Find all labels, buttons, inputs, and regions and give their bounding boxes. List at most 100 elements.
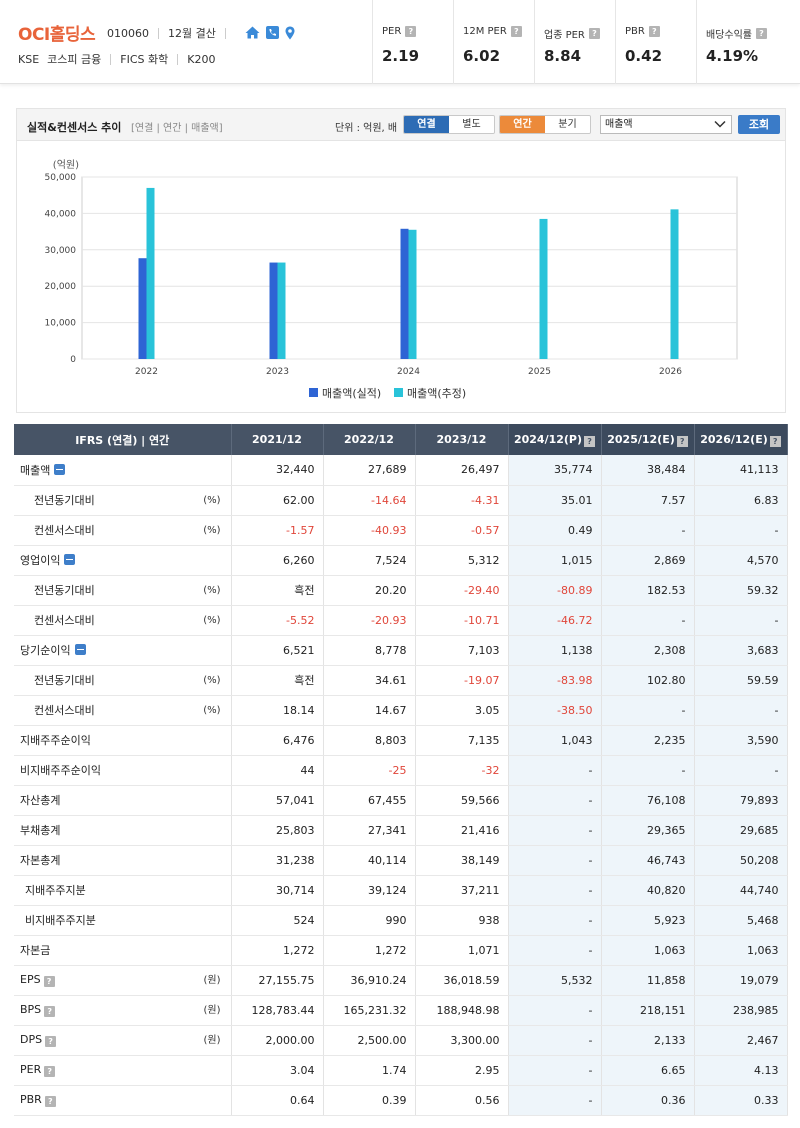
- row-label-cell: 컨센서스대비 (%): [14, 515, 232, 546]
- table-cell: -: [694, 695, 788, 726]
- table-cell: 39,124: [323, 875, 416, 906]
- table-row: 전년동기대비 (%) 62.00 -14.64 -4.31 35.01 7.57 6.83: [14, 485, 788, 516]
- row-label-cell[interactable]: 영업이익: [14, 545, 232, 576]
- row-label-cell: DPS? (원): [14, 1025, 232, 1056]
- table-row: 컨센서스대비 (%) -5.52 -20.93 -10.71 -46.72- -: [14, 605, 788, 636]
- table-cell: -: [508, 1025, 602, 1056]
- help-icon[interactable]: ?: [510, 26, 522, 37]
- metric-select[interactable]: 매출액: [600, 115, 732, 134]
- collapse-icon[interactable]: [54, 463, 66, 475]
- table-cell: 0.39: [323, 1085, 416, 1116]
- phone-icon[interactable]: [265, 26, 279, 39]
- table-cell: -46.72: [508, 605, 602, 636]
- help-icon[interactable]: ?: [44, 1006, 56, 1017]
- help-icon[interactable]: ?: [676, 435, 688, 447]
- table-cell: 6,476: [231, 725, 324, 756]
- quarterly-button[interactable]: 분기: [545, 116, 590, 133]
- table-cell: 6.65: [601, 1055, 695, 1086]
- table-cell: -5.52: [231, 605, 324, 636]
- help-icon[interactable]: ?: [756, 28, 767, 39]
- table-row: 매출액 32,440 27,689 26,497 35,774 38,484 41,113: [14, 455, 788, 486]
- collapse-icon[interactable]: [64, 554, 76, 565]
- row-label-cell: 지배주주지분: [14, 875, 232, 906]
- bar-estimate: [408, 229, 417, 359]
- location-icon[interactable]: [285, 26, 295, 40]
- legend-swatch: [394, 388, 403, 397]
- collapse-icon[interactable]: [74, 644, 86, 655]
- row-label-cell[interactable]: 당기순이익: [14, 635, 232, 666]
- search-button[interactable]: 조회: [738, 115, 780, 134]
- table-cell: 0.33: [694, 1085, 788, 1116]
- table-cell: 2,869: [601, 545, 695, 576]
- help-icon[interactable]: ?: [43, 976, 55, 987]
- table-cell: 25,803: [231, 815, 324, 846]
- divider: [158, 27, 159, 39]
- table-cell: 35,774: [508, 455, 602, 486]
- table-cell: 59.32: [694, 575, 788, 606]
- table-row: 당기순이익 6,521 8,778 7,103 1,138 2,308 3,683: [14, 635, 788, 666]
- market-sector: 코스피 금융: [47, 53, 102, 66]
- company-name[interactable]: OCI홀딩스: [18, 25, 96, 45]
- row-unit: (%): [203, 524, 221, 536]
- table-cell: -: [694, 515, 788, 546]
- table-cell: -: [601, 755, 695, 786]
- table-cell: 0.49: [508, 515, 602, 546]
- table-cell: -20.93: [323, 605, 416, 636]
- table-cell: -: [601, 605, 695, 636]
- row-label-cell: PBR?: [14, 1085, 232, 1116]
- row-label-cell[interactable]: 매출액: [14, 455, 232, 486]
- table-cell: -: [601, 515, 695, 546]
- help-icon[interactable]: ?: [769, 435, 781, 447]
- kpi-value: 8.84: [544, 47, 582, 65]
- table-row: 비지배주주지분 524 990 938-5,923 5,468: [14, 905, 788, 936]
- table-cell: 524: [231, 905, 324, 936]
- table-cell: 79,893: [694, 785, 788, 816]
- table-cell: 31,238: [231, 845, 324, 876]
- table-cell: 57,041: [231, 785, 324, 816]
- table-cell: 40,820: [601, 875, 695, 906]
- table-cell: 6,521: [231, 635, 324, 666]
- table-cell: 3,683: [694, 635, 788, 666]
- table-cell: -80.89: [508, 575, 602, 606]
- table-cell: 7,135: [415, 725, 509, 756]
- panel-subtitle: [연결 | 연간 | 매출액]: [131, 123, 223, 134]
- help-icon[interactable]: ?: [44, 1096, 56, 1107]
- table-cell: 4.13: [694, 1055, 788, 1086]
- help-icon[interactable]: ?: [45, 1036, 57, 1047]
- help-icon[interactable]: ?: [584, 435, 596, 447]
- consolidated-button[interactable]: 연결: [404, 116, 449, 133]
- table-cell: 29,685: [694, 815, 788, 846]
- y-tick-label: 40,000: [45, 209, 77, 219]
- help-icon[interactable]: ?: [648, 26, 660, 37]
- table-cell: 2,500.00: [323, 1025, 416, 1056]
- y-tick-label: 50,000: [45, 173, 77, 183]
- bar-estimate: [670, 209, 679, 359]
- table-cell: 3.04: [231, 1055, 324, 1086]
- separate-button[interactable]: 별도: [449, 116, 494, 133]
- table-cell: 5,923: [601, 905, 695, 936]
- bar-actual: [269, 262, 278, 359]
- stock-header: OCI홀딩스 010060 12월 결산 KSE 코스피 금융 FICS 화학 …: [0, 0, 800, 84]
- table-cell: 19,079: [694, 965, 788, 996]
- kpi-value: 0.42: [625, 47, 663, 65]
- row-label: 매출액: [20, 463, 51, 477]
- table-cell: 1,063: [694, 935, 788, 966]
- annual-button[interactable]: 연간: [500, 116, 545, 133]
- help-icon[interactable]: ?: [44, 1066, 56, 1077]
- table-row: 전년동기대비 (%) 흑전 34.61 -19.07 -83.98 102.80 59.59: [14, 665, 788, 696]
- table-cell: 5,468: [694, 905, 788, 936]
- index-membership: K200: [187, 52, 216, 66]
- table-cell: 165,231.32: [323, 995, 416, 1026]
- help-icon[interactable]: ?: [588, 28, 600, 39]
- table-cell: 1,071: [415, 935, 509, 966]
- kpi-label: 12M PER: [463, 26, 507, 37]
- table-cell: 7,524: [323, 545, 416, 576]
- consensus-panel: 실적&컨센서스 추이 [연결 | 연간 | 매출액] 단위 : 억원, 배 연결…: [16, 108, 786, 413]
- table-cell: -: [508, 905, 602, 936]
- table-row: 지배주주지분 30,714 39,124 37,211-40,820 44,740: [14, 875, 788, 906]
- home-icon[interactable]: [245, 26, 260, 39]
- help-icon[interactable]: ?: [405, 26, 417, 37]
- table-header: IFRS (연결) | 연간 2021/12 2022/12 2023/12 2024/…: [14, 424, 788, 455]
- row-label: 전년동기대비: [34, 584, 95, 597]
- bar-estimate: [146, 187, 155, 359]
